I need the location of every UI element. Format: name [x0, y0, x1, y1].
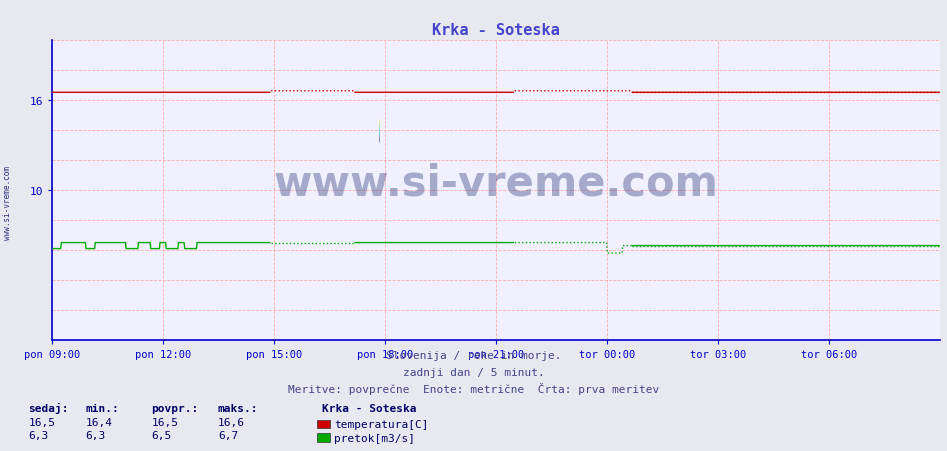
- Text: www.si-vreme.com: www.si-vreme.com: [274, 162, 719, 204]
- Text: 16,5: 16,5: [28, 417, 56, 427]
- Text: 16,5: 16,5: [152, 417, 179, 427]
- Title: Krka - Soteska: Krka - Soteska: [433, 23, 560, 38]
- Text: 16,6: 16,6: [218, 417, 245, 427]
- Text: min.:: min.:: [85, 403, 119, 413]
- Text: 16,4: 16,4: [85, 417, 113, 427]
- Text: 6,5: 6,5: [152, 430, 171, 440]
- Text: 6,3: 6,3: [85, 430, 105, 440]
- Text: 6,7: 6,7: [218, 430, 238, 440]
- Text: Meritve: povprečne  Enote: metrične  Črta: prva meritev: Meritve: povprečne Enote: metrične Črta:…: [288, 382, 659, 394]
- Text: sedaj:: sedaj:: [28, 402, 69, 413]
- Text: 6,3: 6,3: [28, 430, 48, 440]
- Text: Slovenija / reke in morje.: Slovenija / reke in morje.: [385, 350, 562, 360]
- Text: pretok[m3/s]: pretok[m3/s]: [334, 433, 416, 443]
- Text: Krka - Soteska: Krka - Soteska: [322, 403, 417, 413]
- Text: povpr.:: povpr.:: [152, 403, 199, 413]
- Text: temperatura[C]: temperatura[C]: [334, 419, 429, 429]
- Text: zadnji dan / 5 minut.: zadnji dan / 5 minut.: [402, 367, 545, 377]
- Text: www.si-vreme.com: www.si-vreme.com: [3, 166, 12, 240]
- Text: maks.:: maks.:: [218, 403, 259, 413]
